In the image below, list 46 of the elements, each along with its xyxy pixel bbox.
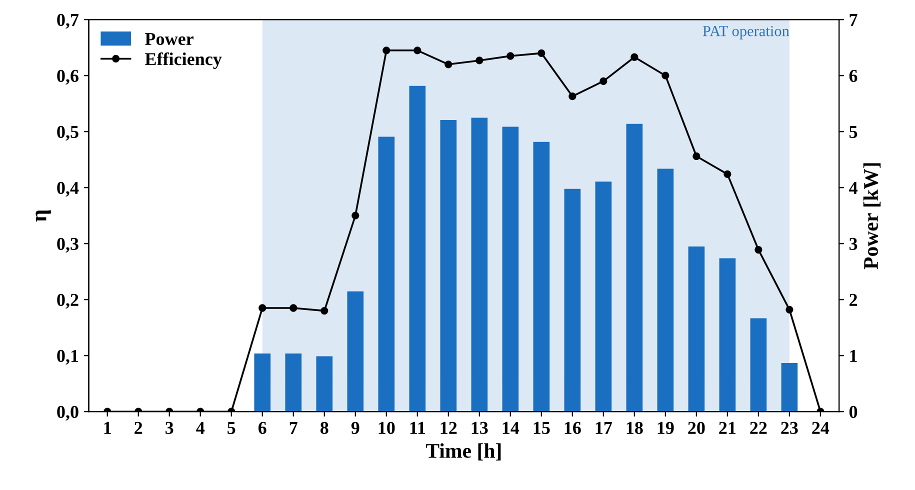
y-axis-title: η — [36, 210, 51, 222]
x-tick-label: 2 — [134, 422, 142, 434]
x-tick-label: 12 — [440, 422, 457, 434]
x-tick-label: 14 — [502, 422, 520, 434]
x-tick-label: 3 — [166, 422, 174, 434]
y2-axis-title: Power [kW] — [863, 163, 881, 270]
x-tick-label: 18 — [626, 422, 643, 434]
y-tick-label: 0,6 — [57, 70, 79, 85]
x-tick-label: 15 — [534, 422, 550, 434]
y-tick-label: 0,0 — [57, 406, 78, 421]
x-tick-label: 22 — [750, 422, 767, 434]
x-tick-label: 17 — [596, 422, 612, 434]
y2-tick-label: 5 — [850, 126, 858, 138]
x-tick-label: 19 — [658, 422, 674, 434]
y2-tick-label: 2 — [850, 294, 858, 306]
y-tick-label: 0,3 — [57, 238, 78, 253]
x-tick-label: 24 — [812, 422, 830, 434]
x-tick-label: 23 — [781, 422, 798, 434]
y2-tick-label: 1 — [850, 350, 857, 362]
y-tick-label: 0,1 — [57, 350, 78, 365]
x-tick-label: 16 — [564, 422, 581, 434]
x-tick-label: 13 — [472, 422, 488, 434]
x-tick-label: 21 — [719, 422, 736, 434]
x-tick-label: 8 — [320, 422, 328, 434]
x-tick-label: 7 — [290, 422, 298, 434]
x-tick-label: 5 — [228, 422, 236, 434]
y-tick-label: 0,5 — [57, 126, 78, 141]
x-tick-label: 11 — [410, 422, 425, 434]
y-tick-label: 0,2 — [57, 294, 78, 309]
legend-label: Power — [145, 33, 194, 46]
y2-tick-label: 7 — [850, 14, 858, 26]
x-tick-label: 6 — [258, 422, 266, 434]
x-tick-label: 1 — [104, 422, 111, 434]
y2-tick-label: 3 — [849, 238, 858, 250]
x-tick-label: 4 — [196, 422, 205, 434]
x-tick-label: 10 — [378, 422, 395, 434]
y-tick-label: 0,7 — [57, 14, 79, 29]
legend-label: Efficiency — [145, 52, 222, 69]
x-tick-label: 9 — [351, 422, 360, 434]
y2-tick-label: 4 — [849, 182, 858, 194]
x-axis-title: Time [h] — [426, 443, 501, 460]
y-tick-label: 0,4 — [57, 182, 79, 197]
band-label: PAT operation — [702, 26, 790, 40]
y2-tick-label: 6 — [849, 70, 858, 82]
y2-tick-label: 0 — [849, 406, 858, 418]
x-tick-label: 20 — [688, 422, 705, 434]
